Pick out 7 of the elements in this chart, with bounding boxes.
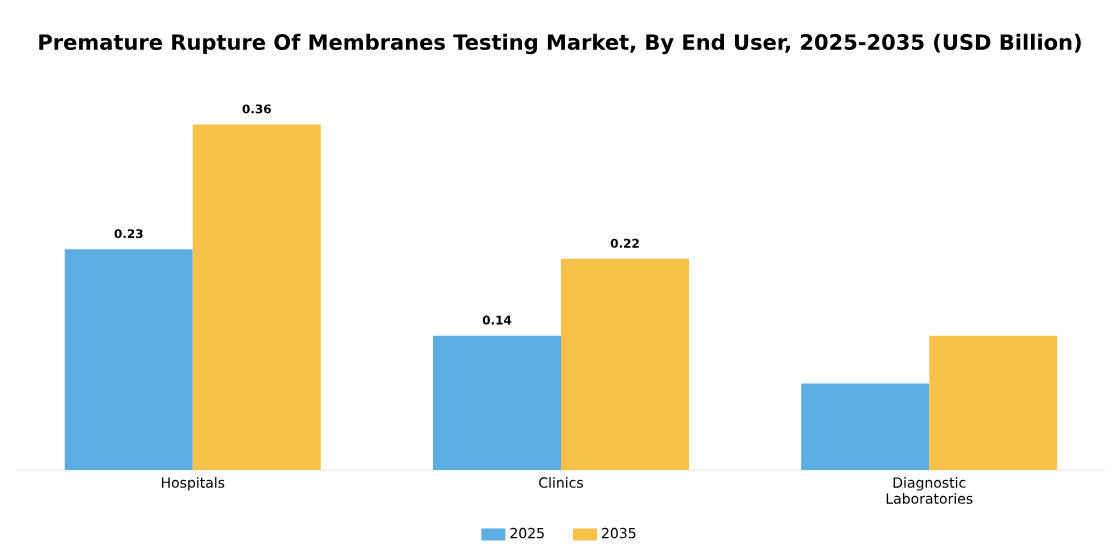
bar <box>64 249 193 470</box>
bar <box>433 335 562 470</box>
bar <box>801 383 930 470</box>
bar <box>192 124 321 470</box>
bar <box>561 258 689 470</box>
chart-title: Premature Rupture Of Membranes Testing Market, By End User, 2025-2035 (USD Billion) <box>39 33 1081 55</box>
bar <box>929 335 1058 470</box>
